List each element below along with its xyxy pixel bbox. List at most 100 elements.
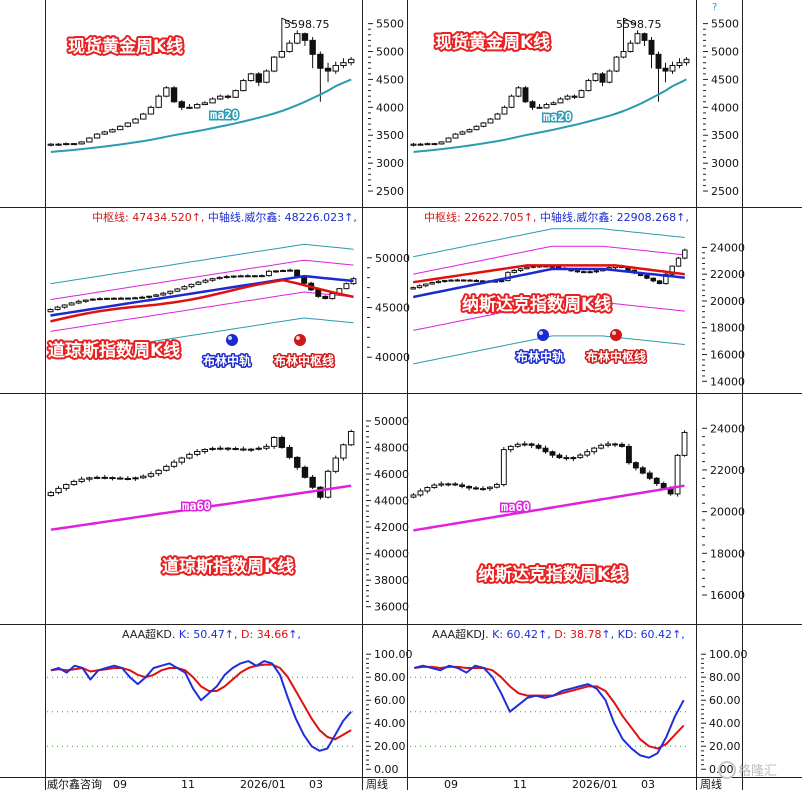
ma20-line bbox=[413, 78, 687, 153]
dow-weekly-title: 道琼斯指数周K线 bbox=[162, 556, 294, 577]
x-label-source: 威尔鑫咨询 bbox=[47, 777, 102, 790]
gold-title-left: 现货黄金周K线 bbox=[68, 36, 183, 57]
candle-body bbox=[592, 73, 599, 82]
boll-outer-lower bbox=[50, 317, 354, 358]
boll-mid-label-left: 布林中枢线 bbox=[274, 353, 334, 368]
candle-body bbox=[75, 300, 82, 304]
candle-body bbox=[244, 275, 251, 278]
boll-outer-upper bbox=[413, 228, 685, 258]
candle-body bbox=[332, 64, 339, 72]
candle-body bbox=[515, 87, 522, 97]
watermark: 格隆汇 bbox=[718, 761, 777, 779]
candle-body bbox=[514, 443, 521, 447]
x-label-period: 周线 bbox=[700, 777, 722, 790]
candle-body bbox=[317, 486, 324, 498]
candle-body bbox=[480, 488, 486, 491]
nasdaq-weekly-chart: 16000 18000 20000 22000 24000 bbox=[410, 422, 745, 602]
candle-body bbox=[301, 33, 309, 41]
candle-body bbox=[167, 290, 174, 294]
candle-body bbox=[632, 462, 639, 469]
candle-body bbox=[577, 454, 584, 459]
candle-body bbox=[147, 473, 155, 477]
candle-body bbox=[209, 447, 216, 450]
boll-header-left: 中枢线: 47434.520↑, 中轴线.威尔鑫: 48226.023↑, bbox=[92, 210, 357, 224]
candle-body bbox=[160, 292, 167, 296]
gold-weekly-chart-left: 2500 3000 3500 4000 4500 5000 5500 bbox=[47, 17, 404, 198]
boll-upper-label-left: 布林中轨 bbox=[203, 353, 251, 368]
candle-body bbox=[240, 80, 247, 92]
candle-body bbox=[124, 122, 132, 127]
red-ball-icon bbox=[294, 334, 306, 346]
y-tick-label: 4000 bbox=[711, 101, 739, 114]
candle-body bbox=[324, 470, 332, 498]
candle-body bbox=[163, 87, 170, 97]
candle-body bbox=[639, 467, 646, 474]
candle-body bbox=[270, 56, 278, 72]
candle-body bbox=[663, 273, 669, 285]
candle-body bbox=[448, 279, 454, 282]
candle-body bbox=[174, 288, 181, 292]
kdj-indicator-right: 0.00 20.00 40.00 60.00 80.00 100.00 bbox=[410, 648, 748, 776]
y-tick-label: 0.00 bbox=[709, 763, 734, 776]
boll-outer-upper bbox=[50, 243, 354, 285]
y-tick-label: 16000 bbox=[710, 349, 745, 362]
dow-boll-title: 道琼斯指数周K线 bbox=[48, 340, 180, 361]
candle-body bbox=[424, 487, 431, 492]
blue-ball-icon bbox=[226, 334, 238, 346]
candle-body bbox=[247, 448, 255, 451]
candle-body bbox=[89, 298, 96, 301]
candle-body bbox=[103, 297, 110, 300]
candle-body bbox=[431, 484, 438, 489]
ma60-line bbox=[50, 484, 352, 531]
candle-body bbox=[473, 487, 479, 490]
y-tick-label: 24000 bbox=[710, 422, 745, 435]
ma20-label-right: ma20 bbox=[543, 110, 572, 124]
y-tick-label: 46000 bbox=[374, 468, 409, 481]
watermark-logo-icon bbox=[718, 761, 736, 779]
candle-body bbox=[116, 477, 124, 480]
candle-body bbox=[155, 469, 162, 475]
y-tick-label: 18000 bbox=[710, 547, 745, 560]
y-tick-label: 40.00 bbox=[709, 717, 741, 730]
y-tick-label: 60.00 bbox=[709, 694, 741, 707]
candle-body bbox=[255, 73, 262, 83]
candle-body bbox=[557, 98, 564, 104]
candle-body bbox=[209, 278, 216, 281]
candle-body bbox=[431, 143, 438, 146]
candle-body bbox=[524, 266, 530, 270]
y-tick-label: 3500 bbox=[711, 129, 739, 142]
candle-body bbox=[574, 270, 581, 273]
candle-body bbox=[178, 457, 185, 463]
candle-body bbox=[598, 444, 605, 449]
candle-body bbox=[322, 295, 329, 300]
candle-body bbox=[460, 279, 467, 282]
candle-body bbox=[186, 106, 193, 109]
candle-body bbox=[627, 42, 634, 53]
candle-body bbox=[280, 270, 286, 273]
candle-body bbox=[63, 484, 70, 489]
candle-body bbox=[442, 280, 448, 283]
candle-body bbox=[459, 484, 466, 487]
candle-body bbox=[237, 275, 244, 278]
candle-body bbox=[593, 270, 600, 273]
candle-body bbox=[669, 265, 675, 275]
candle-body bbox=[343, 283, 350, 290]
peak-leader bbox=[623, 17, 636, 25]
candle-body bbox=[641, 33, 648, 41]
ma20-line bbox=[50, 78, 352, 153]
x-label: 09 bbox=[113, 778, 127, 790]
candle-body bbox=[195, 281, 202, 285]
candle-body bbox=[606, 70, 613, 83]
candle-body bbox=[445, 483, 452, 486]
candle-body bbox=[501, 106, 508, 115]
candle-body bbox=[543, 104, 550, 109]
candle-body bbox=[110, 297, 117, 300]
candle-body bbox=[163, 465, 170, 471]
candle-body bbox=[410, 494, 417, 498]
candle-body bbox=[487, 118, 494, 124]
candle-body bbox=[675, 257, 682, 267]
candle-body bbox=[140, 113, 147, 120]
candle-body bbox=[473, 125, 480, 131]
candle-body bbox=[521, 443, 528, 446]
